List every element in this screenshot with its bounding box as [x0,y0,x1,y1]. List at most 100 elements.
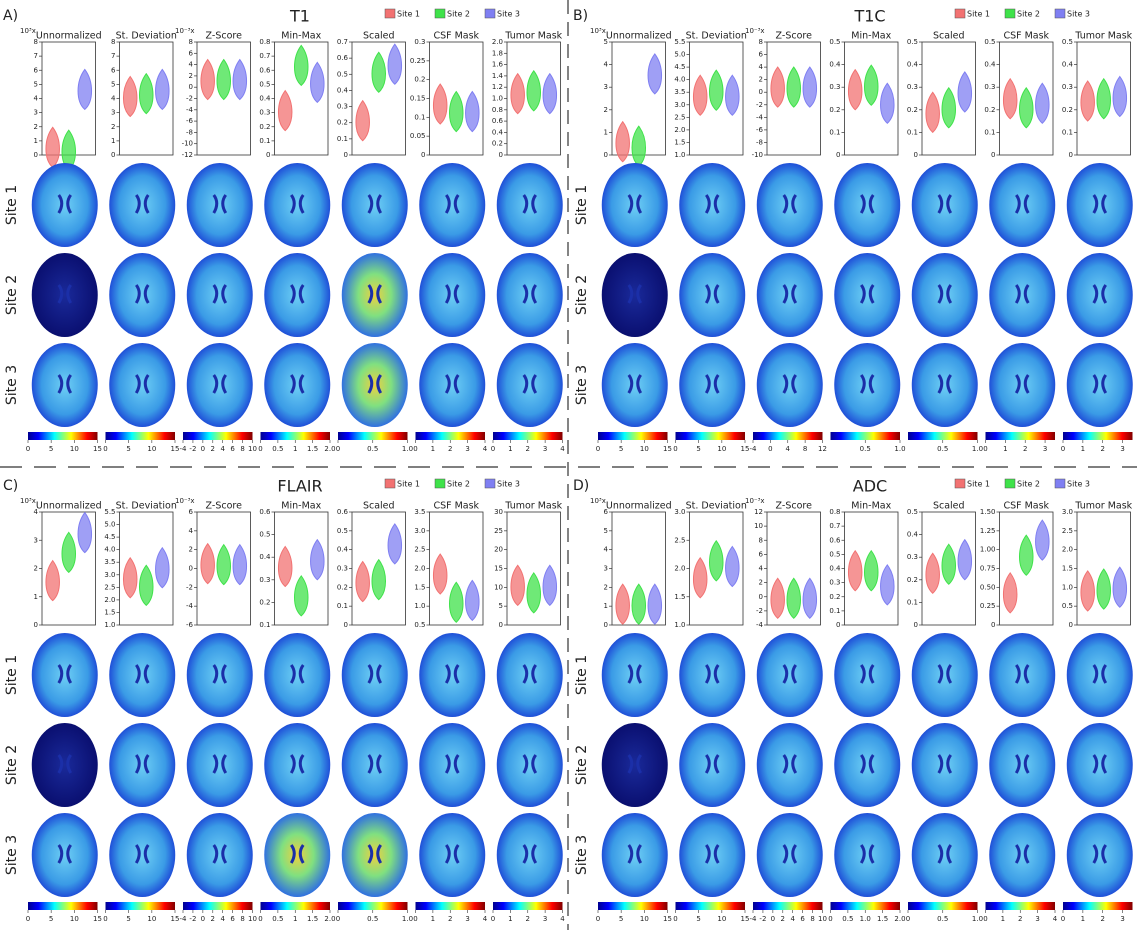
y-tick-label: 0.5 [829,550,840,558]
y-tick-label: 0.5 [337,70,348,78]
colorbar-tick-label: 5 [696,445,700,453]
violin [278,91,292,131]
brain-slice [1067,253,1133,337]
y-tick-label: 0 [914,151,918,159]
brain-slice [834,723,900,807]
y-tick-label: 1.6 [492,61,504,69]
colorbar-tick-label: 2 [1100,915,1104,923]
y-tick-label: 0.2 [907,106,918,114]
y-tick-label: 2.5 [414,546,425,554]
colorbar-tick-label: 0 [768,445,772,453]
y-tick-label: 3.5 [104,558,115,566]
y-tick-label: 3.0 [674,101,685,109]
colorbar-tick-label: 0 [258,915,262,923]
y-tick-label: 8 [34,38,38,46]
brain-slice [419,633,485,717]
violin [881,565,895,605]
brain-slice [264,723,330,807]
y-tick-label: 0.1 [1062,128,1073,136]
method-name: Unnormalized [36,501,102,512]
y-tick-label: 0.5 [829,38,840,46]
y-tick-label: 0 [421,151,425,159]
method-name: Z-Score [206,501,243,512]
y-tick-label: 3 [34,109,38,117]
brain-slice [602,723,668,807]
y-tick-label: 0.5 [984,38,995,46]
y-tick-label: 0.4 [829,61,841,69]
y-tick-label: 3 [604,565,608,573]
y-tick-label: 2.0 [674,565,685,573]
violin [433,554,447,594]
y-tick-label: 0.8 [492,106,503,114]
brain-slice [679,253,745,337]
y-tick-label: 5 [499,602,503,610]
method-name: Tumor Mask [504,501,562,512]
y-tick-label: 0.6 [259,66,271,74]
brain-slice [264,163,330,247]
brain-slice [32,163,98,247]
violin [926,92,940,132]
y-tick-label: 1.5 [104,608,115,616]
legend-swatch [1055,479,1065,488]
colorbar-tick-label: 15 [663,915,672,923]
brain-slice [757,343,823,427]
y-tick-label: -10 [182,140,193,148]
y-tick-label: 3.5 [674,88,685,96]
violin [433,84,447,124]
y-tick-label: 2 [604,583,608,591]
colorbar [338,902,408,910]
y-tick-label: 6 [604,508,609,516]
y-tick-label: -6 [186,117,194,125]
y-tick-label: 0.2 [829,593,840,601]
colorbar-tick-label: 1 [1001,915,1005,923]
y-tick-label: 0.1 [337,602,348,610]
colorbar-tick-label: -4 [180,915,188,923]
violin [958,540,972,580]
colorbar-tick-label: 2 [526,915,530,923]
y-tick-label: 0 [604,621,608,629]
violin [233,60,247,100]
method-name: Tumor Mask [1074,501,1132,512]
legend-swatch [1055,9,1065,18]
y-tick-label: 0 [914,621,918,629]
colorbar-tick-label: 0 [491,445,495,453]
y-tick-label: 3.5 [414,508,425,516]
violin [1020,535,1034,575]
brain-slice [834,343,900,427]
colorbar-tick-label: 15 [741,445,750,453]
violin [958,72,972,112]
method-name: Z-Score [776,501,813,512]
y-tick-label: -2 [186,95,193,103]
y-tick-label: 1.25 [980,527,996,535]
y-tick-label: 25 [494,527,503,535]
brain-slice [1067,723,1133,807]
y-tick-label: 0.3 [907,553,918,561]
colorbar-tick-label: 0 [336,915,340,923]
y-tick-label: 0.3 [259,109,270,117]
method-name: Scaled [363,501,395,512]
method-name: Unnormalized [606,501,672,512]
y-tick-label: 4.0 [674,76,685,84]
colorbar-tick-label: 1 [1081,445,1085,453]
y-tick-label: 10 [494,583,503,591]
method-name: CSF Mask [433,31,479,42]
brain-slice [989,633,1055,717]
brain-slice [342,253,408,337]
y-tick-label: 0 [344,151,348,159]
y-tick-label: 4 [111,95,116,103]
row-label: Site 1 [4,655,20,695]
colorbar-tick-label: 2 [1018,915,1022,923]
colorbar-tick-label: 2 [1100,445,1104,453]
colorbar [753,432,823,440]
brain-slice [912,813,978,897]
method-name: Tumor Mask [1074,31,1132,42]
scale-label: 10⁻³x [745,27,765,35]
colorbar-tick-label: 0 [413,445,417,453]
colorbar [908,902,978,910]
violin [632,126,646,166]
brain-slice [679,723,745,807]
colorbar-tick-label: 10 [248,915,257,923]
y-tick-label: 2.0 [674,126,685,134]
colorbar-tick-label: 4 [560,445,565,453]
legend-label: Site 1 [967,10,990,19]
